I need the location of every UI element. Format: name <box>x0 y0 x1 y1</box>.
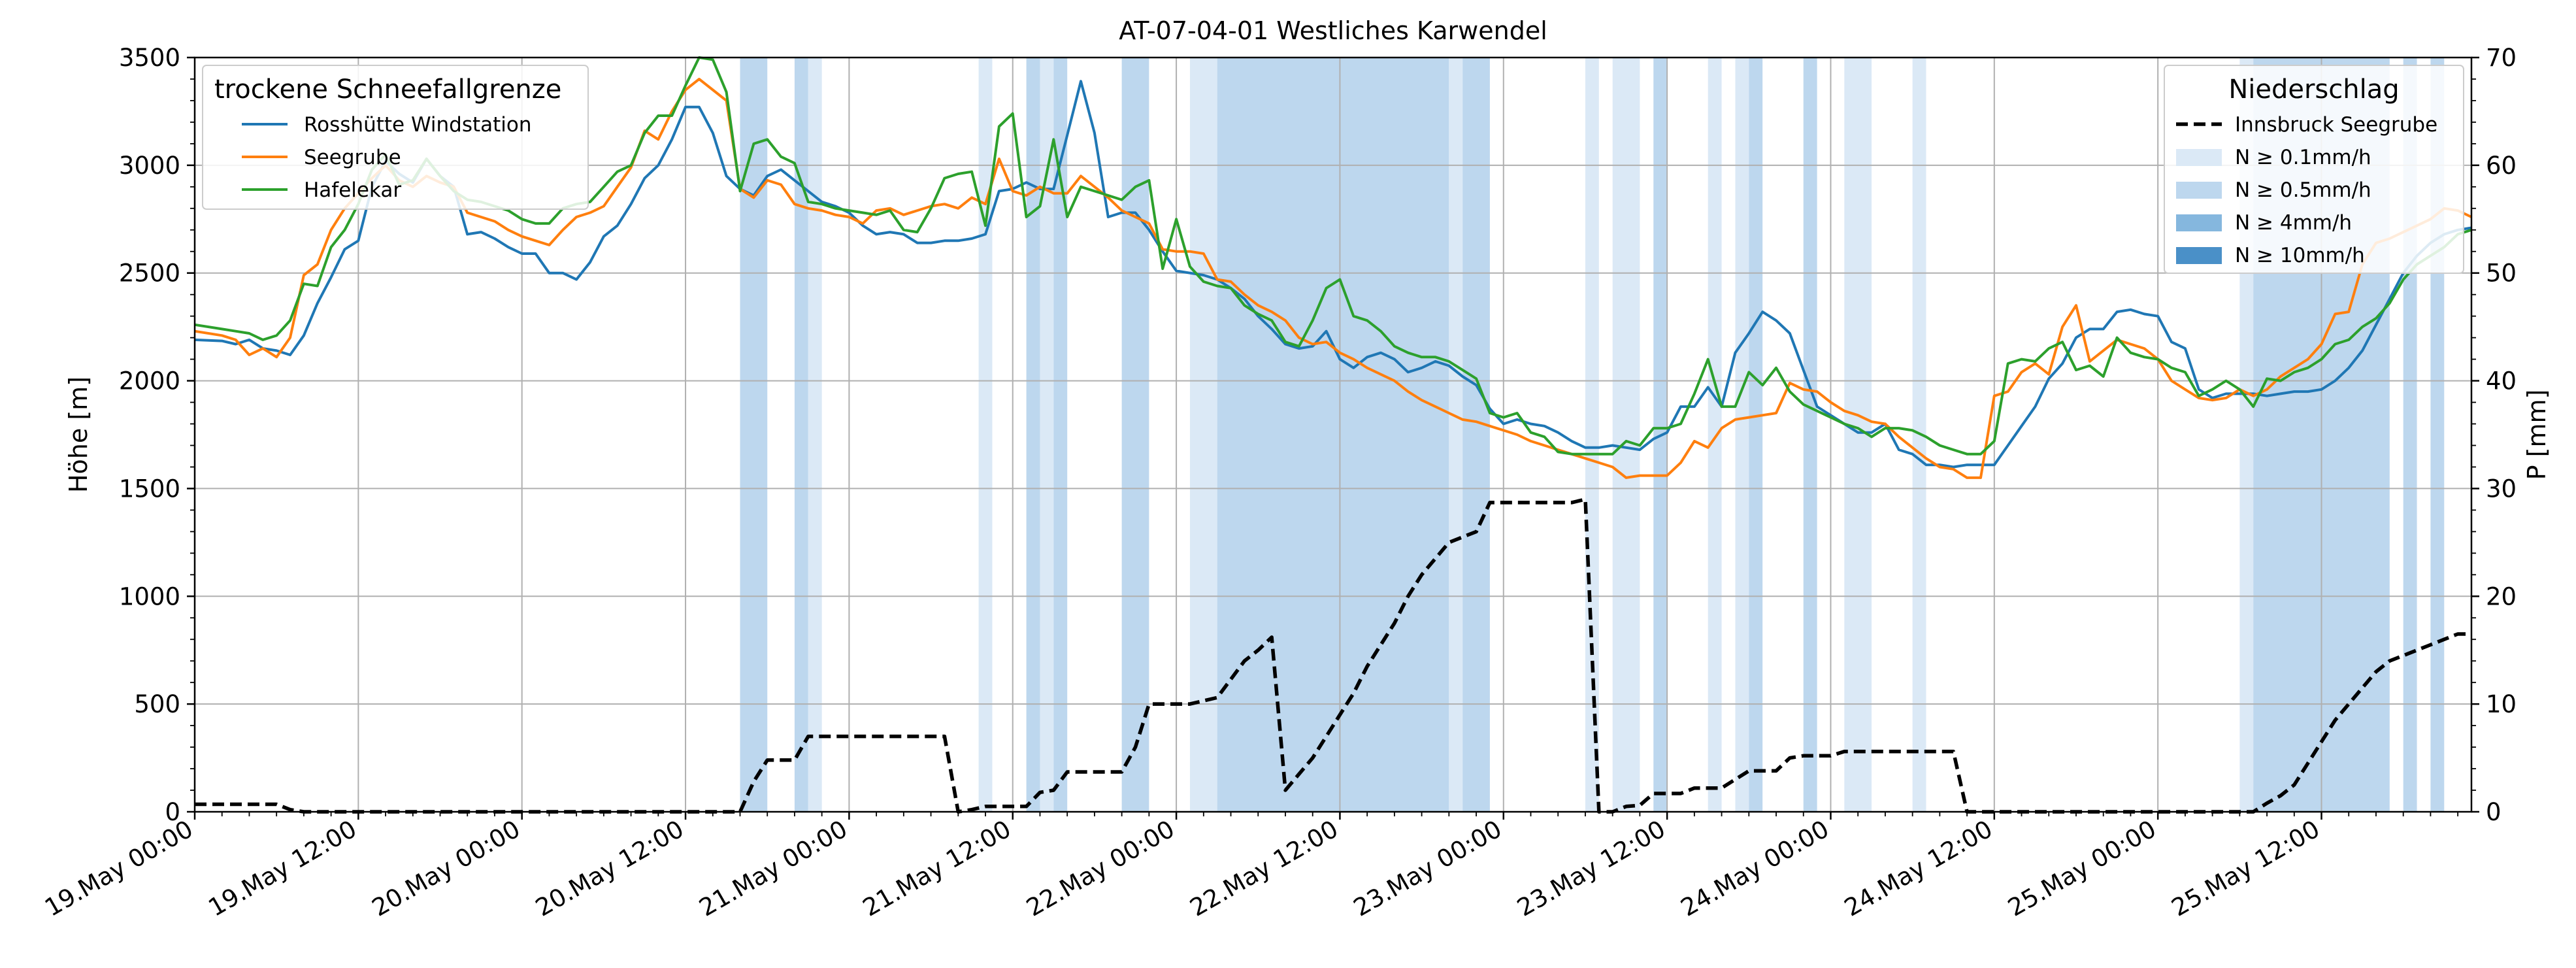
precip-band <box>1189 58 1217 812</box>
precip-band <box>1053 58 1068 812</box>
y-tick-label-right: 0 <box>2486 798 2502 826</box>
precip-band <box>740 58 768 812</box>
precip-band <box>1803 58 1817 812</box>
y-tick-label-right: 30 <box>2486 475 2517 503</box>
precip-band <box>808 58 822 812</box>
legend-label: Innsbruck Seegrube <box>2235 113 2437 137</box>
precip-band <box>1585 58 1599 812</box>
precip-band <box>794 58 808 812</box>
precip-band <box>1612 58 1640 812</box>
y-tick-label-right: 20 <box>2486 582 2517 610</box>
legend-snowline: trockene Schneefallgrenze Rosshütte Wind… <box>202 65 589 210</box>
y-tick-label-left: 1000 <box>119 582 180 610</box>
y-tick-label-left: 3500 <box>119 44 180 72</box>
precip-band <box>1217 58 1449 812</box>
legend-precip-label: N ≥ 0.5mm/h <box>2235 178 2371 202</box>
y-tick-label-right: 50 <box>2486 259 2517 288</box>
legend-label: Seegrube <box>304 146 401 169</box>
legend-precip-label: N ≥ 10mm/h <box>2235 244 2365 267</box>
precip-band <box>1708 58 1722 812</box>
legend-precip-swatch <box>2176 247 2222 264</box>
y-tick-label-left: 2000 <box>119 367 180 395</box>
precip-band <box>1449 58 1463 812</box>
chart-title: AT-07-04-01 Westliches Karwendel <box>1119 16 1547 45</box>
plot-frame <box>193 56 2473 813</box>
legend-label: Hafelekar <box>304 178 401 202</box>
series-line <box>195 497 2471 814</box>
series-line <box>194 80 2472 469</box>
precip-band <box>1462 58 1490 812</box>
y-tick-label-right: 40 <box>2486 367 2517 395</box>
y-axis-label-right: P [mm] <box>2522 390 2551 480</box>
legend-precip-label: N ≥ 0.1mm/h <box>2235 146 2371 169</box>
precip-band <box>1040 58 1054 812</box>
y-tick-label-right: 60 <box>2486 152 2517 180</box>
y-tick-label-right: 70 <box>2486 44 2517 72</box>
precip-band <box>1121 58 1149 812</box>
legend-precip-swatch <box>2176 182 2222 199</box>
legend-precip-swatch <box>2176 214 2222 231</box>
series-line <box>194 78 2472 479</box>
y-axis-label-left: Höhe [m] <box>64 376 93 493</box>
precip-band <box>1735 58 1749 812</box>
y-tick-label-left: 500 <box>134 690 180 718</box>
legend-snowline-title: trockene Schneefallgrenze <box>214 75 561 105</box>
legend-precip-swatch <box>2176 149 2222 166</box>
y-tick-label-left: 2500 <box>119 259 180 288</box>
legend-precip: Niederschlag Innsbruck Seegrube N ≥ 0.1mm… <box>2164 65 2464 274</box>
legend-label: Rosshütte Windstation <box>304 113 532 137</box>
precip-band <box>978 58 993 812</box>
y-tick-label-left: 3000 <box>119 152 180 180</box>
legend-precip-label: N ≥ 4mm/h <box>2235 211 2352 235</box>
y-tick-label-left: 1500 <box>119 475 180 503</box>
legend-precip-title: Niederschlag <box>2228 75 2399 105</box>
y-tick-label-right: 10 <box>2486 690 2517 718</box>
precip-band <box>1749 58 1763 812</box>
legend-snowline-box <box>202 65 589 210</box>
y-tick-label-left: 0 <box>165 798 180 826</box>
legend-precip-box <box>2164 65 2464 274</box>
precip-band <box>1026 58 1040 812</box>
